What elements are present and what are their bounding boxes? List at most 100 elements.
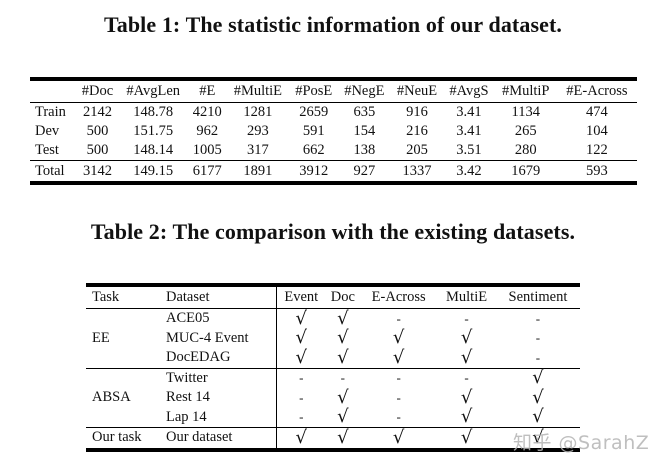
column-header-multip: #MultiP xyxy=(494,79,557,103)
table-cell: 149.15 xyxy=(118,160,189,183)
dash-mark: - xyxy=(535,349,541,365)
table-header-row: Task Dataset Event Doc E-Across MultiE S… xyxy=(86,285,580,309)
dataset-name: MUC-4 Event xyxy=(166,329,249,346)
check-mark-icon: √ xyxy=(325,427,361,450)
table-cell: 280 xyxy=(514,142,537,158)
row-label: Train xyxy=(35,104,66,120)
watermark: 知乎 @SarahZ xyxy=(513,432,650,454)
table-cell: 916 xyxy=(406,104,428,120)
row-label: Dev xyxy=(35,123,60,139)
table-row-our-dataset: Our task Our dataset √ √ √ √ √ xyxy=(86,427,580,450)
check-mark-icon: √ xyxy=(532,386,544,408)
table-cell: 927 xyxy=(337,160,391,183)
table-cell: 3.41 xyxy=(456,104,482,120)
check-mark-icon: √ xyxy=(392,346,405,368)
row-label: Test xyxy=(35,142,59,158)
column-header-e-across: #E-Across xyxy=(556,79,637,103)
column-header-e-across: E-Across xyxy=(360,285,438,309)
table-cell: 1134 xyxy=(511,104,540,120)
table-row-test: Test 500 148.14 1005 317 662 138 205 3.5… xyxy=(30,141,637,161)
column-header xyxy=(30,79,77,103)
dataset-comparison-table: Task Dataset Event Doc E-Across MultiE S… xyxy=(86,283,580,452)
table-row-twitter: Twitter - - - - √ xyxy=(86,367,580,388)
dataset-name: Our dataset xyxy=(162,427,277,450)
column-header-dataset: Dataset xyxy=(162,285,277,309)
dash-mark: - xyxy=(325,367,361,388)
table1-caption: Table 1: The statistic information of ou… xyxy=(103,12,563,37)
table-cell: 962 xyxy=(196,123,219,139)
check-mark-icon: √ xyxy=(337,386,349,408)
column-header-avgs: #AvgS xyxy=(443,79,495,103)
check-mark-icon: √ xyxy=(460,346,473,368)
dash-mark: - xyxy=(396,310,401,326)
dash-mark: - xyxy=(396,409,401,425)
table-cell: 474 xyxy=(586,104,608,120)
table-cell: 635 xyxy=(353,104,376,120)
check-mark-icon: √ xyxy=(392,327,405,349)
column-header-multie: MultiE xyxy=(437,285,496,309)
task-label xyxy=(86,367,162,388)
row-label: Total xyxy=(30,160,77,183)
table-row-muc4: EE MUC-4 Event √ √ √ √ - xyxy=(86,327,580,349)
table-cell: 293 xyxy=(246,123,269,139)
check-mark-icon: √ xyxy=(337,307,349,329)
table-row-dev: Dev 500 151.75 962 293 591 154 216 3.41 … xyxy=(30,122,637,141)
dataset-name: Lap 14 xyxy=(166,408,207,425)
column-header-doc: #Doc xyxy=(76,79,119,103)
check-mark-icon: √ xyxy=(460,406,473,428)
check-mark-icon: √ xyxy=(275,328,326,348)
column-header-doc: Doc xyxy=(325,285,361,309)
table-header-row: #Doc #AvgLen #E #MultiE #PosE #NegE #Neu… xyxy=(30,79,637,103)
table-row-ace05: ACE05 √ √ - - - xyxy=(86,307,580,329)
table-row-lap14: Lap 14 - √ - √ √ xyxy=(86,406,580,428)
table-cell: 205 xyxy=(406,142,428,158)
check-mark-icon: √ xyxy=(460,327,473,349)
dataset-name: Twitter xyxy=(162,367,277,388)
dataset-name: ACE05 xyxy=(166,310,210,327)
table-cell: 2142 xyxy=(83,104,112,120)
column-header-multie: #MultiE xyxy=(226,79,290,103)
table-row-docedag: DocEDAG √ √ √ √ - xyxy=(86,348,580,368)
table-cell: 148.78 xyxy=(133,104,174,120)
check-mark-icon: √ xyxy=(460,386,473,408)
dataset-name: Rest 14 xyxy=(166,389,210,406)
check-mark-icon: √ xyxy=(532,406,544,428)
dataset-statistics-table: #Doc #AvgLen #E #MultiE #PosE #NegE #Neu… xyxy=(30,77,637,185)
check-mark-icon: √ xyxy=(495,367,580,388)
check-mark-icon: √ xyxy=(337,346,349,368)
dash-mark: - xyxy=(275,388,326,408)
column-header-pose: #PosE xyxy=(289,79,338,103)
table-cell: 1891 xyxy=(226,160,290,183)
table-cell: 154 xyxy=(353,123,376,139)
table-cell: 6177 xyxy=(188,160,227,183)
table-cell: 104 xyxy=(586,123,608,139)
table-cell: 3142 xyxy=(76,160,119,183)
table-cell: 317 xyxy=(246,142,269,158)
check-mark-icon: √ xyxy=(337,406,349,428)
table-cell: 1337 xyxy=(390,160,444,183)
dash-mark: - xyxy=(535,330,541,346)
column-header-task: Task xyxy=(86,285,162,309)
table-cell: 216 xyxy=(406,123,428,139)
dash-mark: - xyxy=(275,367,326,388)
table-cell: 138 xyxy=(353,142,376,158)
check-mark-icon: √ xyxy=(337,327,349,349)
task-label-absa: ABSA xyxy=(92,389,131,406)
task-label-our-task: Our task xyxy=(86,427,162,450)
dash-mark: - xyxy=(535,310,541,326)
dash-mark: - xyxy=(275,407,326,428)
column-header-avglen: #AvgLen xyxy=(118,79,189,103)
dash-mark: - xyxy=(396,389,401,405)
table-cell: 151.75 xyxy=(133,123,174,139)
check-mark-icon: √ xyxy=(275,427,326,450)
table-cell: 3.51 xyxy=(456,142,482,158)
task-label-ee: EE xyxy=(92,329,110,346)
dash-mark: - xyxy=(464,310,469,326)
table-row-rest14: ABSA Rest 14 - √ - √ √ xyxy=(86,388,580,408)
table-cell: 265 xyxy=(514,123,537,139)
table-cell: 3.42 xyxy=(443,160,495,183)
dataset-name: DocEDAG xyxy=(166,349,231,366)
task-label xyxy=(86,408,162,428)
table-cell: 1679 xyxy=(494,160,557,183)
table-cell: 3.41 xyxy=(456,123,482,139)
